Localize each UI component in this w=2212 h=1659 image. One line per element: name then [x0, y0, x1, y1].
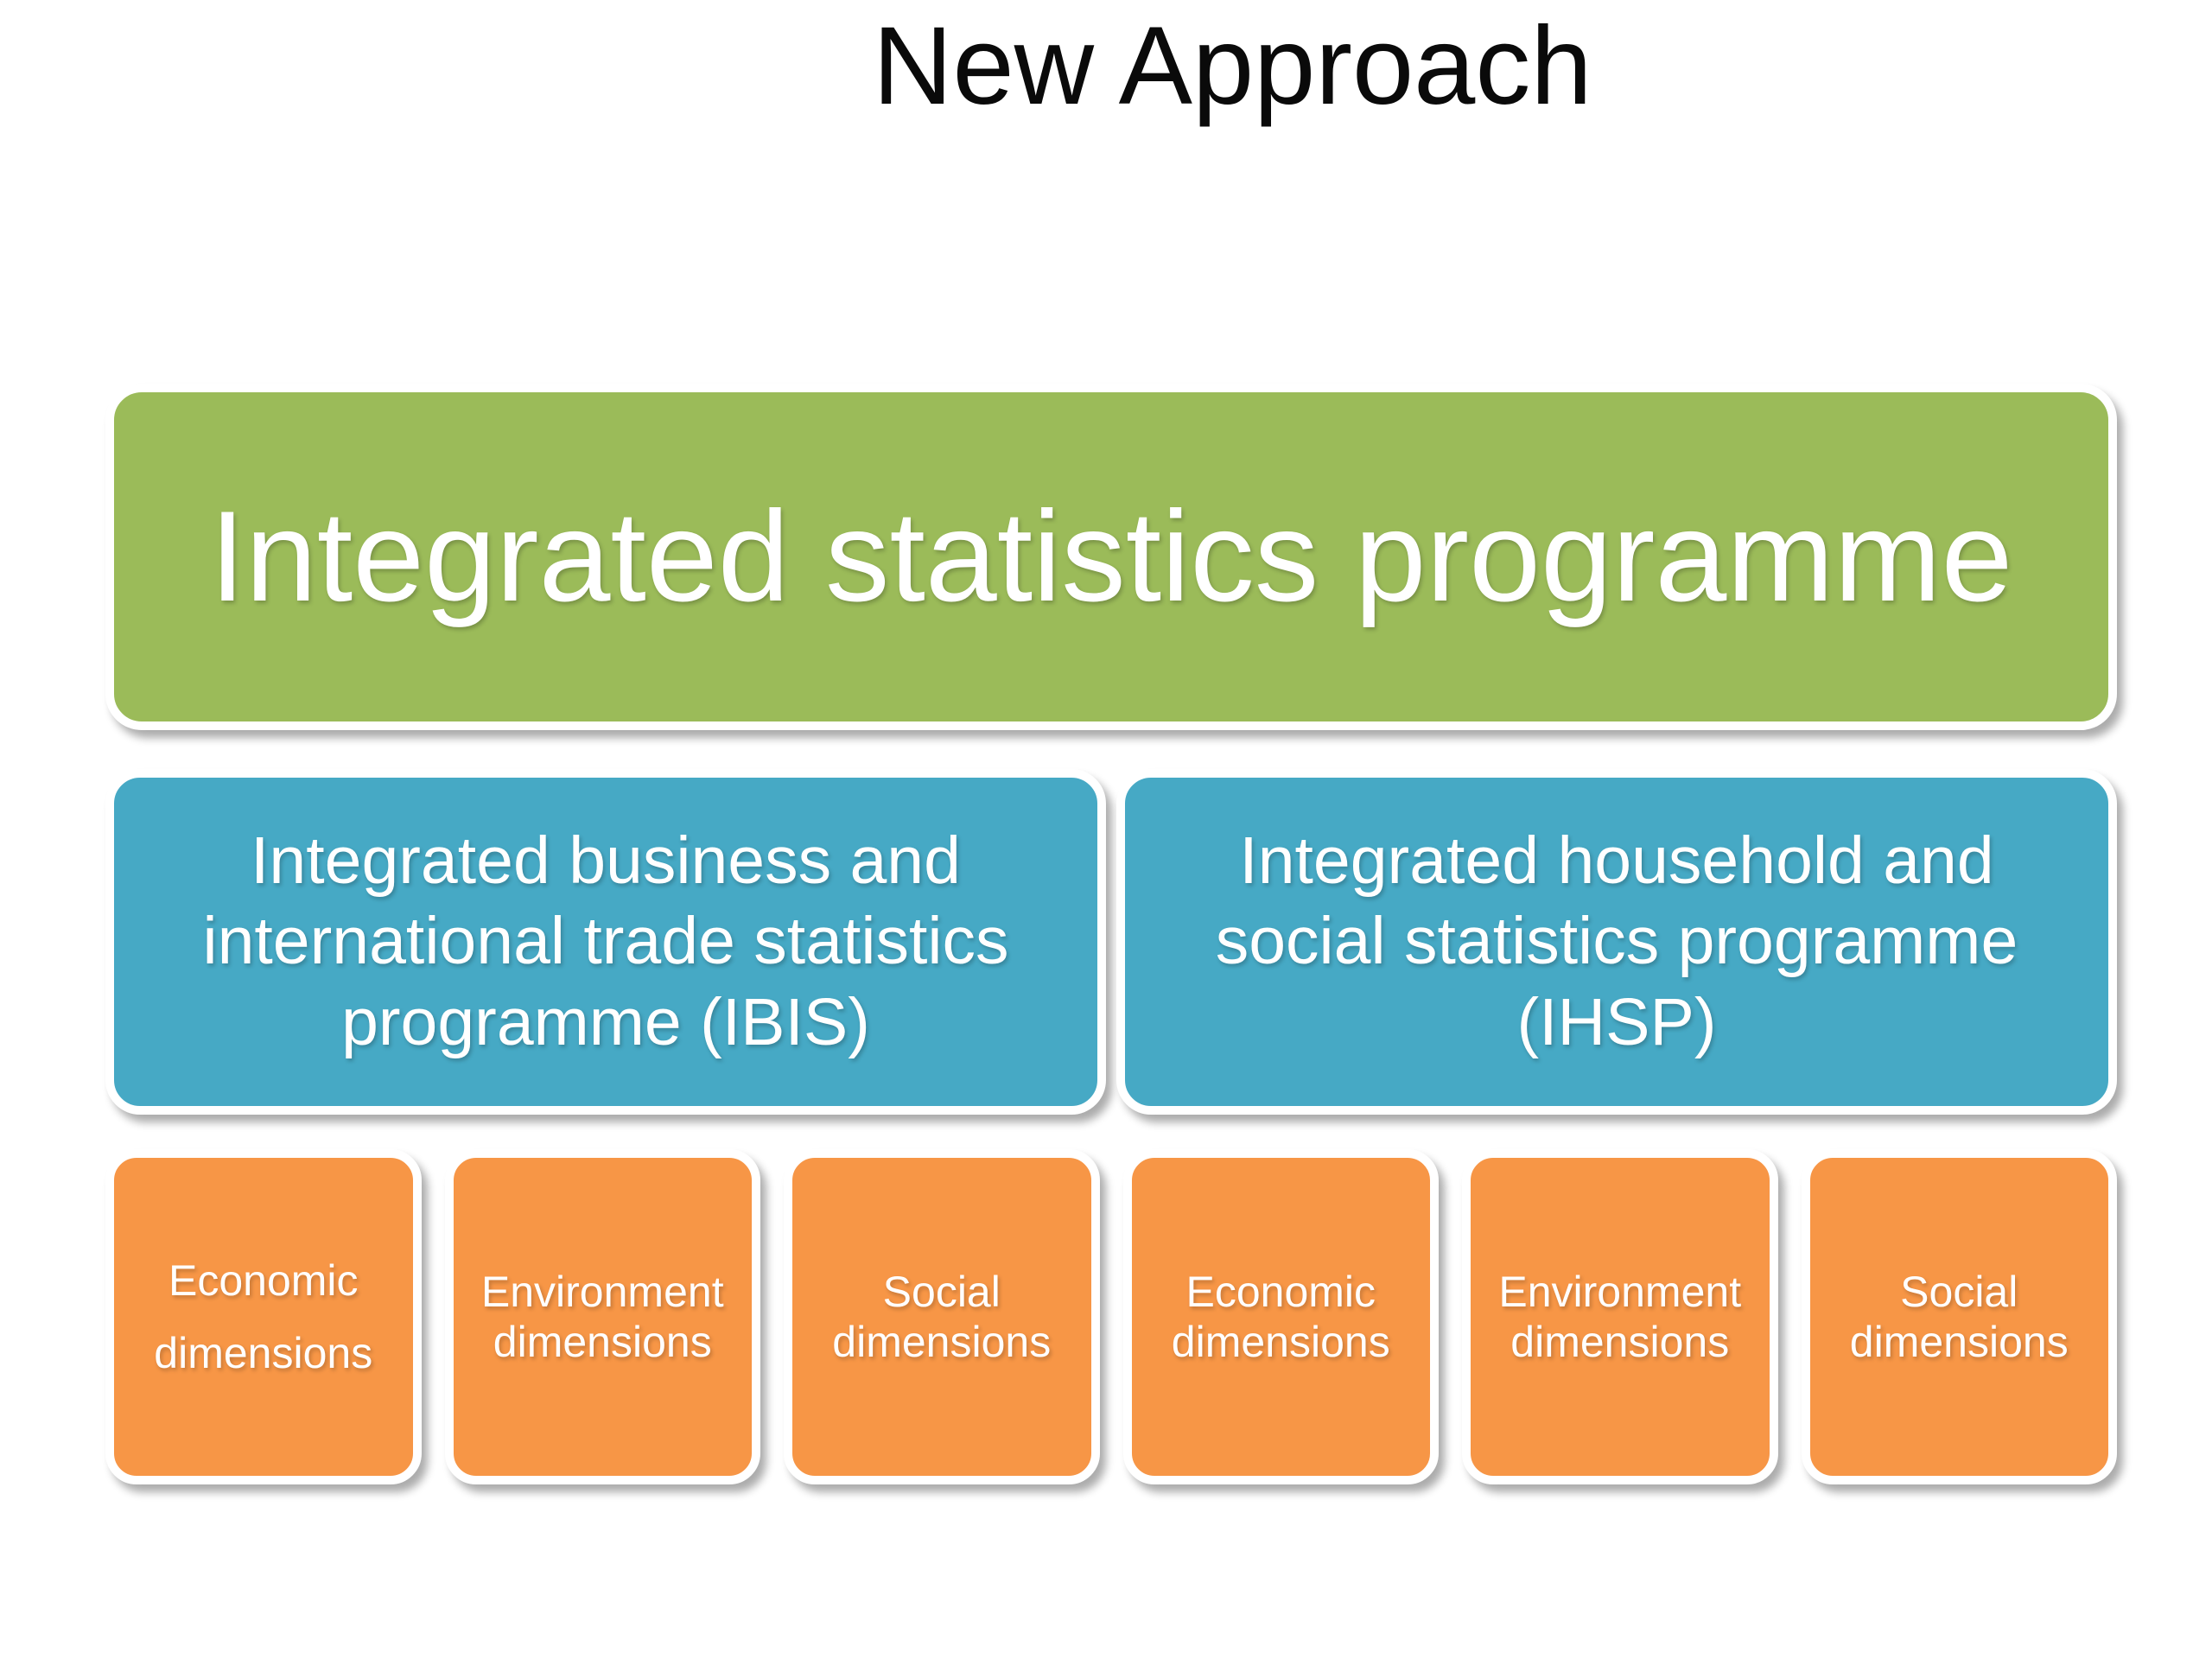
dimension-label: Social dimensions	[832, 1268, 1052, 1366]
programme-box-ihsp: Integrated household and social statisti…	[1116, 769, 2117, 1115]
dimension-box-ibis-environment: Environment dimensions	[444, 1149, 760, 1484]
programme-label-ibis: Integrated business and international tr…	[202, 823, 1009, 1059]
dimension-box-ihsp-social: Social dimensions	[1801, 1149, 2117, 1484]
dimension-box-ibis-social: Social dimensions	[784, 1149, 1100, 1484]
programme-box-ibis: Integrated business and international tr…	[105, 769, 1106, 1115]
programme-label-ihsp: Integrated household and social statisti…	[1215, 823, 2018, 1059]
dimension-label: Economic dimensions	[1171, 1268, 1390, 1366]
dimension-label: Environment dimensions	[1498, 1268, 1742, 1366]
dimension-box-ihsp-environment: Environment dimensions	[1462, 1149, 1778, 1484]
dimension-label: Social dimensions	[1849, 1268, 2069, 1366]
dimension-box-ibis-economic: Economic dimensions	[105, 1149, 422, 1484]
root-programme-box: Integrated statistics programme	[105, 384, 2117, 730]
dimension-label: Environment dimensions	[480, 1268, 724, 1366]
dimension-label: Economic dimensions	[154, 1256, 373, 1377]
slide-title: New Approach	[873, 4, 1592, 128]
root-programme-label: Integrated statistics programme	[209, 484, 2013, 629]
programmes-row: Integrated business and international tr…	[105, 769, 2117, 1115]
dimensions-row: Economic dimensions Environment dimensio…	[105, 1149, 2117, 1484]
dimension-box-ihsp-economic: Economic dimensions	[1122, 1149, 1439, 1484]
